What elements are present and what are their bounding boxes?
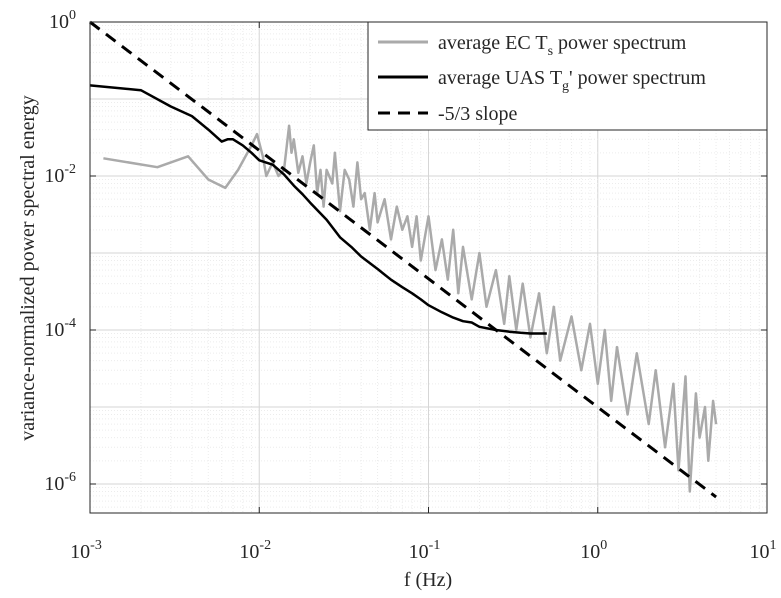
legend-entry-slope: -5/3 slope [438, 103, 518, 125]
y-tick-label: 10-4 [44, 316, 76, 341]
x-tick-label: 101 [750, 538, 777, 563]
x-tick-label: 100 [580, 538, 607, 563]
legend-entry-ec: average EC Ts power spectrum [438, 32, 687, 59]
x-axis-label: f (Hz) [404, 569, 452, 591]
legend: average EC Ts power spectrum average UAS … [367, 21, 768, 131]
y-tick-label: 100 [49, 8, 76, 33]
x-tick-label: 10-2 [239, 538, 271, 563]
slope-reference-line [89, 20, 718, 499]
y-tick-labels: 100 10-2 10-4 10-6 [44, 8, 76, 495]
y-tick-label: 10-2 [44, 162, 76, 187]
x-tick-label: 10-3 [70, 538, 102, 563]
ec-ts-spectrum-line [103, 124, 718, 493]
legend-box [367, 21, 768, 131]
tick-marks [89, 21, 768, 513]
series-layer [89, 20, 718, 499]
x-tick-labels: 10-3 10-2 10-1 100 101 [70, 538, 776, 563]
y-axis-label: variance-normalized power spectral energ… [17, 95, 39, 441]
y-tick-label: 10-6 [44, 470, 76, 495]
x-tick-label: 10-1 [409, 538, 441, 563]
legend-entry-uas: average UAS Tg' power spectrum [438, 67, 706, 94]
uas-tg-spectrum-line [89, 84, 547, 335]
